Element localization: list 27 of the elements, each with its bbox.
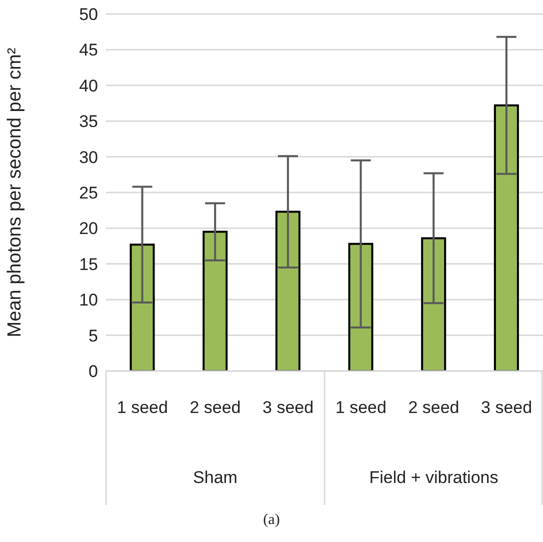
text: (a) [262, 512, 281, 529]
y-tick-label: 40 [79, 76, 98, 96]
x-tick-label: 3 seed [481, 398, 532, 418]
x-tick-label: 2 seed [190, 398, 241, 418]
x-tick-label: 3 seed [262, 398, 314, 418]
bar [275, 210, 300, 371]
bar [130, 244, 155, 371]
y-tick-label: 30 [79, 148, 98, 167]
y-tick-label: 25 [79, 184, 98, 203]
bar [421, 237, 446, 371]
bar [348, 242, 374, 371]
y-tick-label: 0 [88, 362, 98, 382]
y-tick-label: 15 [79, 254, 98, 274]
text: Sham [193, 468, 238, 487]
x-tick-label: 2 seed [408, 398, 460, 418]
y-tick-label: 50 [79, 5, 98, 24]
y-tick-label: 35 [79, 112, 98, 132]
y-axis-title: Mean photons per second per cm² [4, 48, 26, 338]
bar [494, 104, 519, 371]
bar [202, 230, 228, 371]
y-tick-label: 20 [79, 219, 98, 238]
x-tick-label: 1 seed [335, 398, 386, 418]
y-tick-label: 45 [79, 40, 98, 60]
text: Field + vibrations [369, 468, 498, 487]
x-tick-label: 1 seed [116, 398, 168, 418]
y-tick-label: 10 [79, 290, 98, 310]
y-tick-label: 5 [88, 326, 98, 346]
